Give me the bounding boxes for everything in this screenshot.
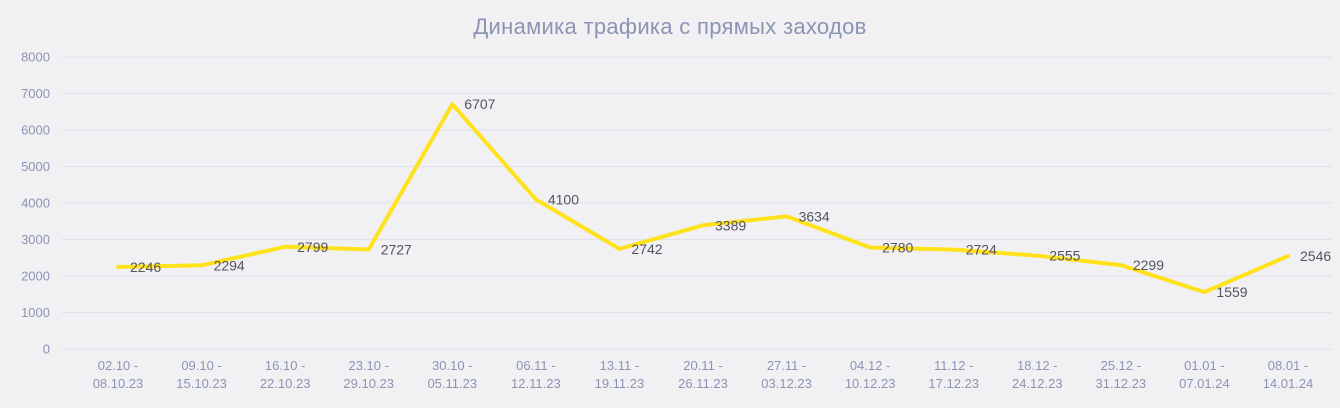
data-point-label: 2294 <box>214 257 245 273</box>
data-point-label: 2555 <box>1049 248 1080 264</box>
data-point-label: 2246 <box>130 259 161 275</box>
x-axis-labels: 02.10 - 08.10.23 09.10 - 15.10.23 16.10 - 22.… <box>93 358 1314 391</box>
data-point-label: 1559 <box>1216 284 1247 300</box>
x-axis-tick-label: 03.12.23 <box>761 376 812 391</box>
x-axis-tick-label: 30.10 - <box>432 358 472 373</box>
data-point-label: 2742 <box>631 241 662 257</box>
gridlines <box>62 56 1332 350</box>
y-axis-labels: 0 1000 2000 3000 4000 5000 6000 7000 8000 <box>21 50 50 357</box>
data-point-label: 4100 <box>548 191 579 207</box>
x-axis-tick-label: 09.10 - <box>181 358 221 373</box>
data-point-label: 2780 <box>882 240 913 256</box>
x-axis-tick-label: 11.12 - <box>934 358 974 373</box>
traffic-line <box>116 102 1290 295</box>
x-axis-tick-label: 13.11 - <box>600 358 640 373</box>
data-point-label: 2546 <box>1300 248 1331 264</box>
x-axis-tick-label: 24.12.23 <box>1012 376 1063 391</box>
x-axis-tick-label: 12.11.23 <box>511 376 561 391</box>
data-point-label: 2299 <box>1133 257 1164 273</box>
x-axis-tick-label: 23.10 - <box>348 358 388 373</box>
y-axis-tick-label: 1000 <box>21 305 50 320</box>
y-axis-tick-label: 3000 <box>21 232 50 247</box>
data-point-label: 3389 <box>715 217 746 233</box>
x-axis-tick-label: 19.11.23 <box>595 376 645 391</box>
x-axis-tick-label: 25.12 - <box>1101 358 1141 373</box>
chart-title: Динамика трафика с прямых заходов <box>473 14 866 39</box>
x-axis-tick-label: 16.10 - <box>265 358 305 373</box>
x-axis-tick-label: 22.10.23 <box>260 376 311 391</box>
x-axis-tick-label: 08.10.23 <box>93 376 144 391</box>
data-point-label: 2727 <box>381 241 412 257</box>
x-axis-tick-label: 15.10.23 <box>176 376 227 391</box>
traffic-line-series <box>116 102 1290 295</box>
y-axis-tick-label: 6000 <box>21 123 50 138</box>
x-axis-tick-label: 06.11 - <box>516 358 556 373</box>
y-axis-tick-label: 5000 <box>21 159 50 174</box>
x-axis-tick-label: 26.11.23 <box>678 376 728 391</box>
x-axis-tick-label: 08.01 - <box>1268 358 1308 373</box>
x-axis-tick-label: 18.12 - <box>1017 358 1057 373</box>
x-axis-tick-label: 07.01.24 <box>1179 376 1230 391</box>
x-axis-tick-label: 29.10.23 <box>343 376 394 391</box>
x-axis-tick-label: 20.11 - <box>683 358 723 373</box>
x-axis-tick-label: 05.11.23 <box>427 376 477 391</box>
y-axis-tick-label: 0 <box>43 342 50 357</box>
x-axis-tick-label: 17.12.23 <box>928 376 979 391</box>
x-axis-tick-label: 04.12 - <box>850 358 890 373</box>
y-axis-tick-label: 7000 <box>21 86 50 101</box>
data-point-label: 6707 <box>464 96 495 112</box>
x-axis-tick-label: 14.01.24 <box>1263 376 1314 391</box>
x-axis-tick-label: 02.10 - <box>98 358 138 373</box>
x-axis-tick-label: 27.11 - <box>767 358 807 373</box>
x-axis-tick-label: 01.01 - <box>1184 358 1224 373</box>
y-axis-tick-label: 2000 <box>21 269 50 284</box>
x-axis-tick-label: 31.12.23 <box>1096 376 1147 391</box>
y-axis-tick-label: 4000 <box>21 196 50 211</box>
y-axis-tick-label: 8000 <box>21 50 50 65</box>
data-point-label: 3634 <box>799 208 830 224</box>
data-point-label: 2724 <box>966 242 997 258</box>
data-point-labels: 2246 2294 2799 2727 6707 4100 2742 3389 3634 2780… <box>130 96 1331 300</box>
x-axis-tick-label: 10.12.23 <box>845 376 896 391</box>
data-point-label: 2799 <box>297 239 328 255</box>
